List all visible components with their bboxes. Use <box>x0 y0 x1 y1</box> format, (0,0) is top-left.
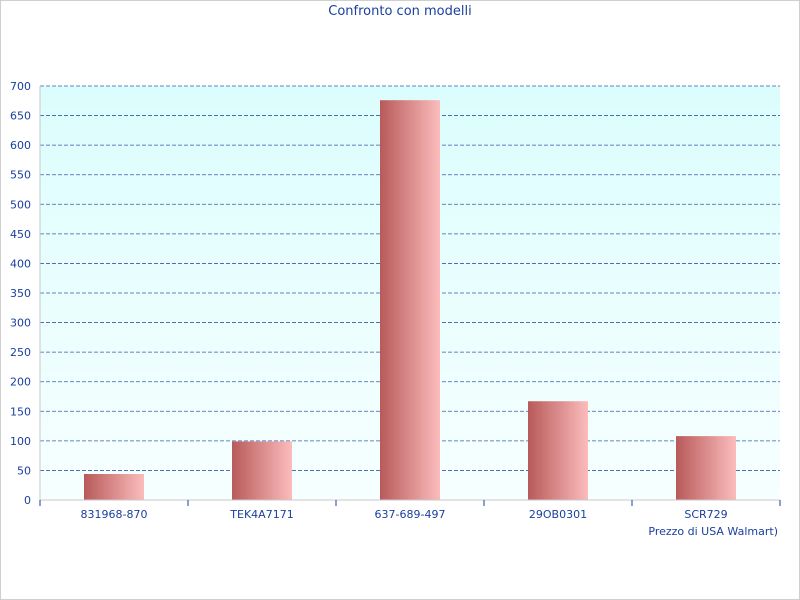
x-tick-label: 637-689-497 <box>375 508 446 521</box>
y-tick-label: 50 <box>17 464 31 477</box>
bar-scr729 <box>676 436 736 500</box>
y-tick-label: 400 <box>10 257 31 270</box>
x-tick-label: 29OB0301 <box>529 508 587 521</box>
y-tick-label: 350 <box>10 287 31 300</box>
axes <box>39 86 781 506</box>
y-tick-label: 700 <box>10 80 31 93</box>
y-tick-label: 600 <box>10 139 31 152</box>
bar-tek4a7171 <box>232 441 292 500</box>
chart-title: Confronto con modelli <box>328 4 472 19</box>
y-tick-label: 300 <box>10 317 31 330</box>
x-tick-label: SCR729 <box>684 508 727 521</box>
tick-labels: 0 50 100 150 200 250 300 350 400 450 500 550 600 650 7… <box>10 80 728 521</box>
x-tick-label: TEK4A7171 <box>229 508 293 521</box>
y-tick-label: 250 <box>10 346 31 359</box>
y-tick-label: 0 <box>24 494 31 507</box>
bars <box>84 100 736 501</box>
x-axis-label: Prezzo di USA Walmart) <box>648 525 778 538</box>
x-tick-label: 831968-870 <box>81 508 148 521</box>
y-tick-label: 650 <box>10 110 31 123</box>
bar-637-689-497 <box>380 100 440 501</box>
y-tick-label: 550 <box>10 169 31 182</box>
y-tick-label: 450 <box>10 228 31 241</box>
y-tick-label: 500 <box>10 198 31 211</box>
y-tick-label: 100 <box>10 435 31 448</box>
y-tick-label: 200 <box>10 376 31 389</box>
y-tick-label: 150 <box>10 405 31 418</box>
bar-831968-870 <box>84 473 144 500</box>
bar-29ob0301 <box>528 401 588 500</box>
